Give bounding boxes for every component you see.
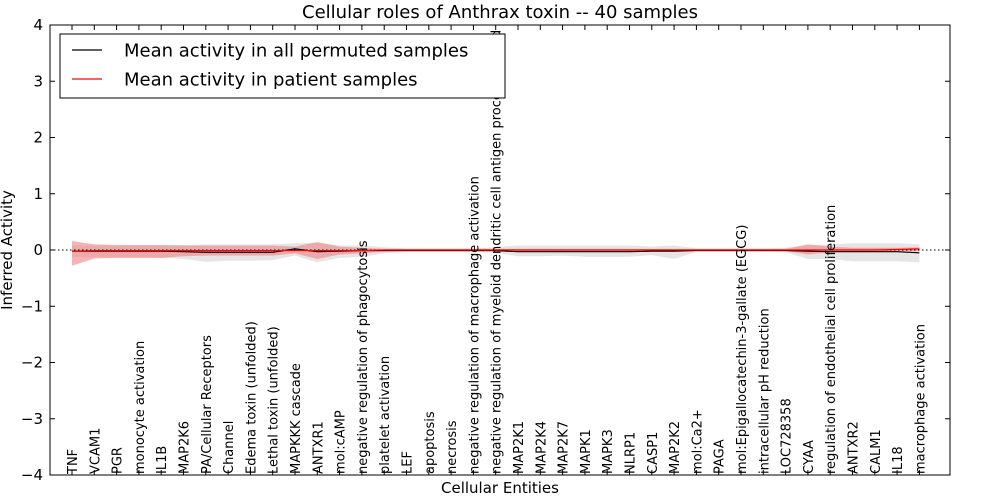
category-labels: TNF VCAM1 PGR monocyte activation IL1B MAP2K6…: [66, 30, 928, 475]
category-label: PA/Cellular Receptors: [200, 335, 215, 474]
category-label: MAPK3: [601, 429, 616, 474]
band-patient: [72, 241, 920, 266]
category-label: MAP2K6: [178, 421, 193, 474]
category-label: MAP2K4: [534, 421, 549, 474]
x-axis-ticks: [71, 25, 920, 475]
category-label: VCAM1: [88, 428, 103, 474]
category-label: mol:Ca2+: [690, 409, 705, 474]
category-label: CALM1: [869, 429, 884, 474]
series-lines: [71, 248, 920, 254]
series-line-patient: [71, 248, 920, 252]
category-label: CASP1: [646, 432, 661, 474]
y-tick-label: 3: [33, 72, 43, 90]
category-label: MAP2K2: [668, 421, 683, 474]
category-label: negative regulation of macrophage activa…: [467, 176, 482, 474]
category-label: TNF: [66, 449, 81, 475]
category-label: mol:cAMP: [334, 410, 349, 474]
category-label: LOC728358: [780, 398, 795, 474]
category-label: MAPKKK cascade: [289, 363, 304, 474]
category-label: macrophage activation: [913, 324, 928, 474]
category-label: regulation of endothelial cell prolifera…: [824, 205, 839, 474]
y-tick-label: −1: [21, 297, 43, 315]
category-label: PGR: [111, 447, 126, 474]
confidence-bands: [72, 241, 920, 266]
y-tick-label: 0: [33, 241, 43, 259]
category-label: apoptosis: [423, 411, 438, 474]
legend-label-permuted: Mean activity in all permuted samples: [124, 41, 468, 62]
category-label: IL18: [891, 446, 906, 474]
category-label: MAP2K1: [512, 421, 527, 474]
y-tick-label: −4: [21, 466, 43, 484]
category-label: mol:Epigallocatechin-3-gallate (EGCG): [735, 225, 750, 474]
category-label: intracellular pH reduction: [757, 308, 772, 474]
y-axis-label: Inferred Activity: [0, 190, 16, 310]
category-label: MAP2K7: [557, 421, 572, 474]
category-label: negative regulation of myeloid dendritic…: [490, 30, 505, 474]
y-axis-ticks: −4 −3 −2 −1 0 1 2 3 4: [21, 16, 950, 484]
y-tick-label: 4: [33, 16, 43, 34]
category-label: ANTXR2: [847, 421, 862, 474]
category-label: Edema toxin (unfolded): [244, 321, 259, 474]
category-label: monocyte activation: [133, 341, 148, 474]
category-label: Lethal toxin (unfolded): [267, 326, 282, 474]
category-label: NLRP1: [624, 432, 639, 474]
category-label: LEF: [401, 451, 416, 474]
category-label: necrosis: [445, 420, 460, 474]
chart-title: Cellular roles of Anthrax toxin -- 40 sa…: [302, 2, 698, 23]
category-label: CYAA: [802, 440, 817, 474]
y-tick-label: 1: [33, 185, 43, 203]
x-axis-label: Cellular Entities: [441, 479, 559, 497]
category-label: platelet activation: [378, 356, 393, 474]
category-label: PAGA: [713, 439, 728, 474]
y-tick-label: −3: [21, 410, 43, 428]
category-label: Channel: [222, 421, 237, 474]
legend-box: [59, 33, 506, 99]
category-label: ANTXR1: [311, 421, 326, 474]
y-tick-label: 2: [33, 129, 43, 147]
category-label: MAPK1: [579, 429, 594, 474]
legend: Mean activity in all permuted samples Me…: [59, 33, 506, 99]
category-label: negative regulation of phagocytosis: [356, 240, 371, 474]
legend-label-patient: Mean activity in patient samples: [124, 70, 418, 91]
category-label: IL1B: [155, 446, 170, 474]
y-tick-label: −2: [21, 354, 43, 372]
